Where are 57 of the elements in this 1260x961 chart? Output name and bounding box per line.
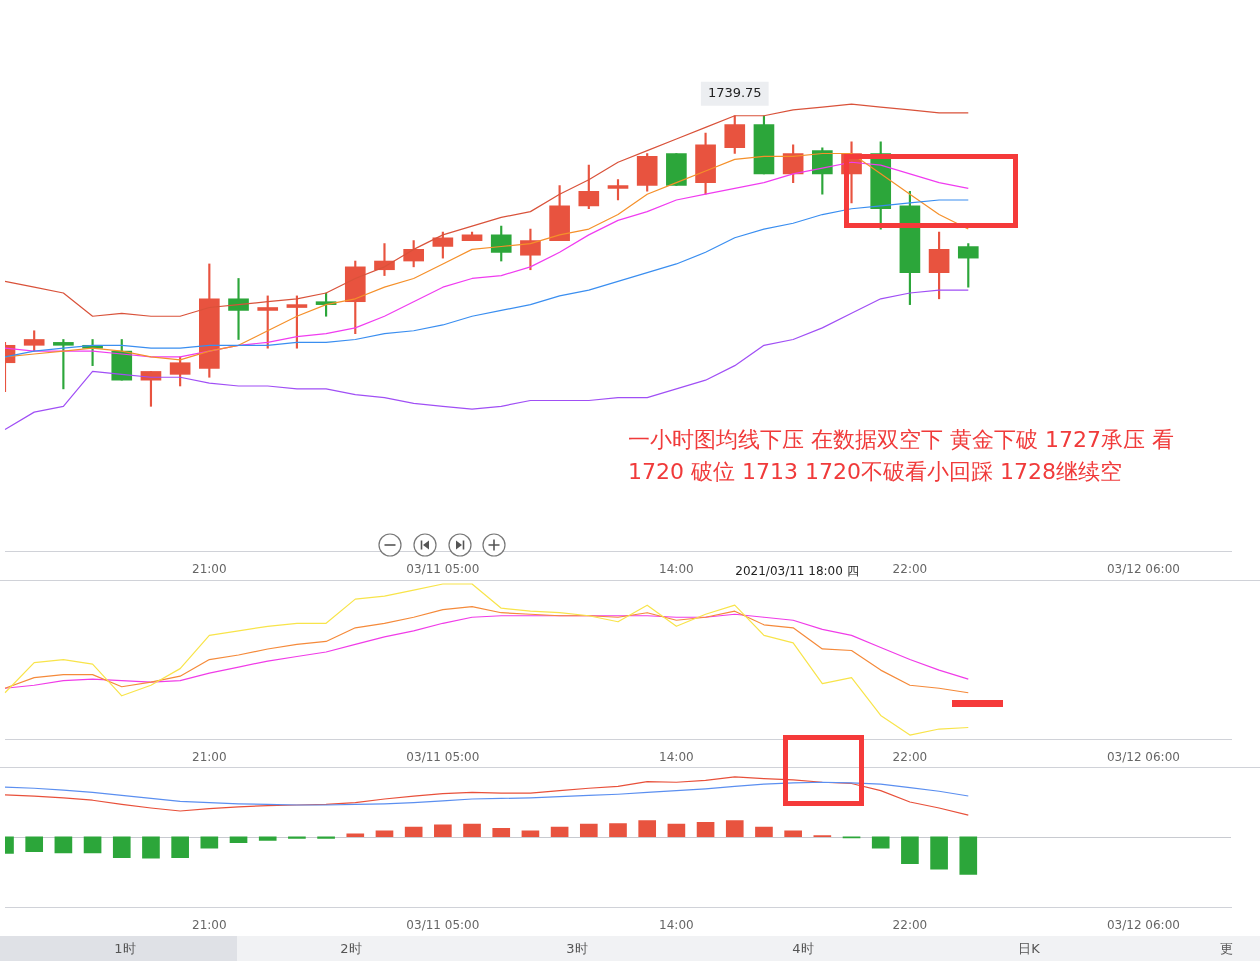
bar bbox=[404, 826, 423, 838]
text: 2021/03/11 18:00 四 bbox=[729, 562, 865, 580]
text: 更 bbox=[1220, 940, 1234, 958]
bar bbox=[317, 836, 335, 839]
candlestick bbox=[228, 278, 249, 340]
bar bbox=[755, 826, 773, 838]
bar bbox=[871, 836, 890, 849]
bar bbox=[112, 836, 131, 858]
bar bbox=[463, 823, 481, 838]
bar bbox=[346, 833, 365, 838]
bar bbox=[25, 836, 44, 853]
bar bbox=[696, 822, 715, 838]
bar bbox=[579, 823, 598, 838]
x-tick-label: 03/11 05:00 bbox=[406, 561, 480, 576]
text: 一小时图均线下压 在数据双空下 黄金下破 1727承压 看 bbox=[628, 426, 1174, 454]
text: 3时 bbox=[565, 940, 589, 958]
x-tick-label: 14:00 bbox=[659, 561, 694, 576]
text: 日K bbox=[1017, 940, 1041, 958]
bar bbox=[550, 826, 569, 838]
text: 2时 bbox=[339, 940, 363, 958]
x-tick-label: 03/12 06:00 bbox=[1106, 561, 1180, 576]
text: 4时 bbox=[791, 940, 815, 958]
x-tick-label: 22:00 bbox=[892, 749, 928, 764]
x-tick-label: 14:00 bbox=[659, 749, 694, 764]
x-tick-label: 03/12 06:00 bbox=[1106, 749, 1180, 764]
bar bbox=[492, 828, 511, 838]
bar bbox=[54, 836, 73, 854]
bar bbox=[229, 836, 248, 844]
bar bbox=[258, 836, 277, 841]
text: 1720 破位 1713 1720不破看小回踩 1728继续空 bbox=[628, 458, 1122, 486]
bar bbox=[959, 836, 978, 875]
bar bbox=[521, 830, 540, 838]
bar bbox=[434, 824, 452, 838]
x-tick-label: 22:00 bbox=[892, 917, 928, 932]
x-tick-label: 22:00 bbox=[892, 561, 928, 576]
bar bbox=[930, 836, 948, 870]
annotation: 1739.75 bbox=[707, 85, 762, 101]
bar bbox=[142, 836, 160, 859]
bar bbox=[288, 836, 306, 839]
x-tick-label: 21:00 bbox=[192, 917, 227, 932]
bar bbox=[171, 836, 189, 858]
bar bbox=[784, 830, 802, 838]
x-tick-label: 21:00 bbox=[192, 749, 227, 764]
bar bbox=[667, 823, 686, 838]
bar bbox=[200, 836, 219, 849]
bar bbox=[609, 823, 627, 838]
bar bbox=[725, 820, 744, 838]
bar bbox=[638, 820, 657, 838]
x-tick-label: 21:00 bbox=[192, 561, 227, 576]
bar bbox=[375, 830, 394, 838]
text: 1时 bbox=[113, 940, 137, 958]
bar bbox=[83, 836, 102, 854]
x-tick-label: 03/11 05:00 bbox=[406, 917, 480, 932]
bar bbox=[901, 836, 919, 864]
x-tick-label: 14:00 bbox=[659, 917, 694, 932]
x-tick-label: 03/11 05:00 bbox=[406, 749, 480, 764]
x-tick-label: 03/12 06:00 bbox=[1106, 917, 1180, 932]
